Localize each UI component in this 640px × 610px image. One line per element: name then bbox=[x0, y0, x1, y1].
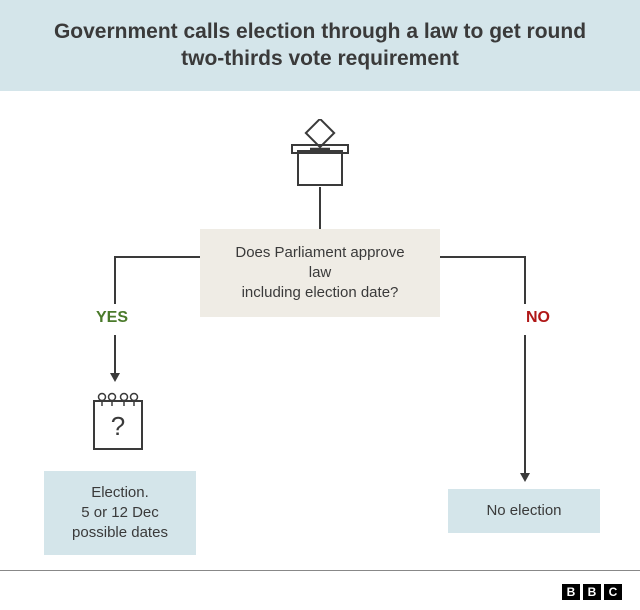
connector-line bbox=[114, 335, 116, 375]
arrow-down-icon bbox=[110, 373, 120, 382]
result-no-text: No election bbox=[486, 502, 561, 519]
result-no-box: No election bbox=[448, 489, 600, 533]
bbc-c: C bbox=[604, 584, 622, 600]
title-bar: Government calls election through a law … bbox=[0, 0, 640, 91]
calendar-icon: ? bbox=[88, 389, 148, 460]
no-label: NO bbox=[526, 309, 550, 327]
svg-text:?: ? bbox=[111, 411, 125, 441]
connector-line bbox=[114, 256, 116, 304]
bbc-b1: B bbox=[562, 584, 580, 600]
connector-line bbox=[319, 187, 321, 229]
connector-line bbox=[524, 256, 526, 304]
yes-label: YES bbox=[96, 309, 128, 327]
question-box: Does Parliament approve law including el… bbox=[200, 229, 440, 318]
ballot-box-icon bbox=[288, 119, 352, 196]
question-line1: Does Parliament approve law bbox=[235, 244, 404, 281]
result-yes-box: Election. 5 or 12 Dec possible dates bbox=[44, 471, 196, 556]
connector-line bbox=[114, 256, 200, 258]
bbc-logo: B B C bbox=[562, 584, 622, 600]
result-yes-line1: Election. bbox=[91, 484, 149, 501]
flowchart: Does Parliament approve law including el… bbox=[0, 91, 640, 571]
page-title: Government calls election through a law … bbox=[30, 18, 610, 73]
question-line2: including election date? bbox=[242, 284, 399, 301]
result-yes-line3: possible dates bbox=[72, 524, 168, 541]
bbc-b2: B bbox=[583, 584, 601, 600]
arrow-down-icon bbox=[520, 473, 530, 482]
result-yes-line2: 5 or 12 Dec bbox=[81, 504, 159, 521]
connector-line bbox=[440, 256, 526, 258]
connector-line bbox=[524, 335, 526, 475]
